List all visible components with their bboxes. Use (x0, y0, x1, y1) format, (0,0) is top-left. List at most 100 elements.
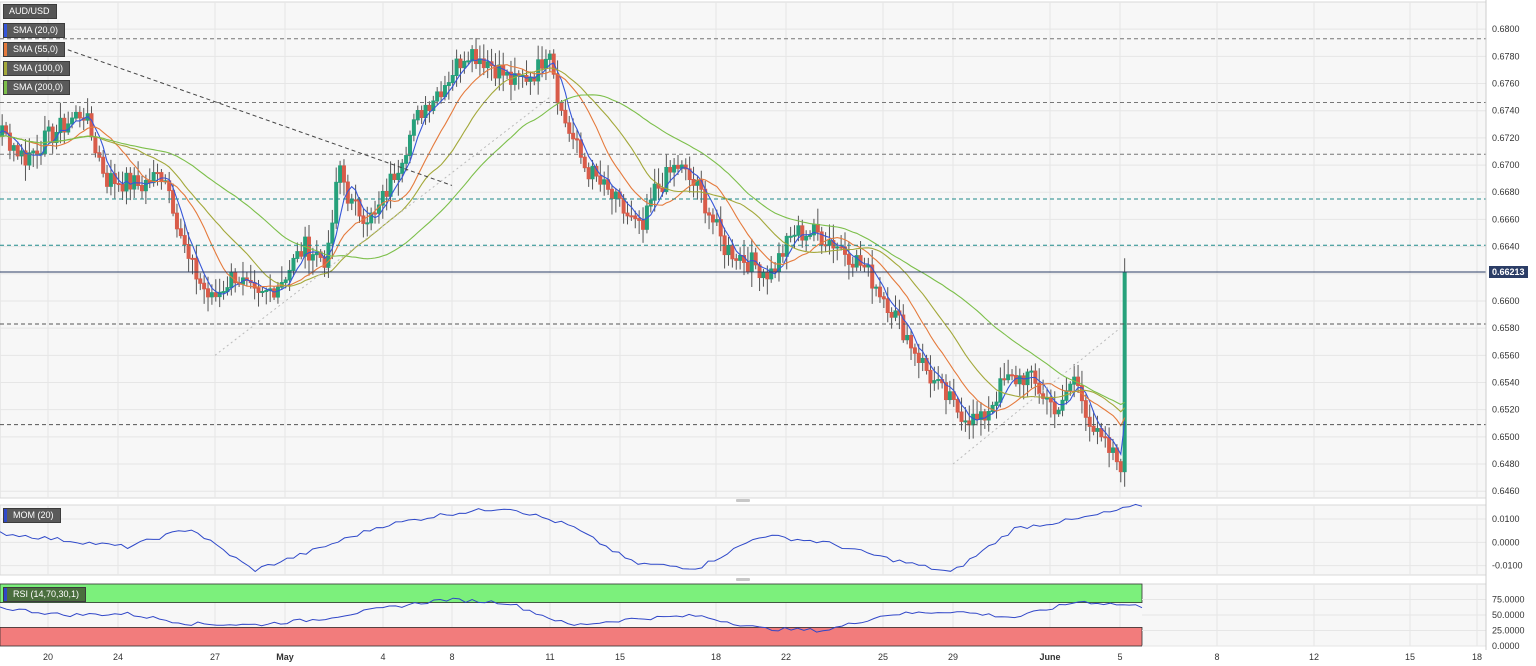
candle (31, 148, 36, 168)
sma200-line (0, 94, 1125, 406)
bullish-candle-body (291, 257, 296, 271)
candle (1017, 368, 1022, 396)
candle (648, 187, 653, 213)
bullish-candle-body (229, 271, 234, 289)
candle (602, 171, 607, 196)
bearish-candle-body (598, 175, 603, 185)
bullish-candle-body (905, 334, 910, 341)
candle (943, 374, 948, 415)
bearish-candle-body (916, 352, 921, 364)
bullish-candle-body (454, 58, 459, 77)
bullish-candle-body (998, 378, 1003, 403)
legend-sma100[interactable]: SMA (100,0) (3, 61, 71, 76)
legend-sma55[interactable]: SMA (55,0) (3, 42, 66, 57)
bullish-candle-body (1017, 375, 1022, 385)
bearish-candle-body (582, 156, 587, 169)
candle (582, 152, 587, 172)
x-tick-label: 22 (781, 652, 791, 662)
candle (1029, 365, 1034, 389)
x-tick-label: 15 (1405, 652, 1415, 662)
candle (909, 329, 914, 360)
panel-resize-handle (736, 499, 750, 502)
candle (186, 232, 191, 272)
candle (73, 105, 78, 122)
bullish-candle-body (672, 164, 677, 173)
bearish-candle-body (458, 58, 463, 69)
bearish-candle-body (641, 219, 646, 230)
bullish-candle-body (1095, 428, 1100, 432)
trend-line (47, 42, 453, 186)
y-tick-label: 0.6520 (1492, 405, 1520, 415)
bearish-candle-body (23, 150, 28, 166)
bearish-candle-body (753, 252, 758, 266)
bearish-candle-body (637, 218, 642, 221)
legend-rsi[interactable]: RSI (14,70,30,1) (3, 587, 87, 602)
bearish-candle-body (373, 212, 378, 215)
candle (590, 159, 595, 190)
bearish-candle-body (609, 188, 614, 200)
bearish-candle-body (707, 212, 712, 216)
bullish-candle-body (978, 411, 983, 421)
bearish-candle-body (567, 122, 572, 134)
y-tick-label: 0.6580 (1492, 323, 1520, 333)
candle (683, 158, 688, 181)
candle (831, 224, 836, 264)
bearish-candle-body (190, 257, 195, 260)
bullish-candle-body (450, 75, 455, 84)
bullish-candle-body (543, 58, 548, 69)
legend-sma200[interactable]: SMA (200,0) (3, 80, 71, 95)
bearish-candle-body (116, 183, 121, 186)
legend-sma20[interactable]: SMA (20,0) (3, 23, 66, 38)
candle (58, 102, 63, 144)
trend-line (214, 96, 551, 356)
bullish-candle-body (854, 255, 859, 268)
candle (532, 72, 537, 86)
symbol-legend[interactable]: AUD/USD (3, 4, 57, 19)
bullish-candle-body (776, 253, 781, 272)
candle (955, 396, 960, 419)
candle (392, 163, 397, 183)
bearish-candle-body (213, 292, 218, 298)
candle (928, 355, 933, 398)
candle (885, 287, 890, 323)
bearish-candle-body (178, 228, 183, 237)
bearish-candle-body (419, 109, 424, 119)
bullish-candle-body (283, 279, 288, 284)
rsi-tick-label: 75.0000 (1492, 595, 1525, 605)
candle (427, 101, 432, 123)
trend-line (952, 327, 1121, 465)
bullish-candle-body (404, 155, 409, 164)
candle (202, 275, 207, 304)
candle (951, 378, 956, 407)
candle (446, 71, 451, 100)
bearish-candle-body (97, 152, 102, 158)
candle (889, 307, 894, 329)
bullish-candle-body (435, 91, 440, 102)
candle (920, 343, 925, 372)
candle (1006, 359, 1011, 384)
candle (870, 250, 875, 304)
bullish-candle-body (143, 179, 148, 192)
sma100-swatch (4, 62, 7, 75)
candle (108, 159, 113, 196)
bullish-candle-body (70, 117, 75, 125)
candle (1087, 404, 1092, 442)
candle (396, 159, 401, 196)
bearish-candle-body (439, 91, 444, 98)
y-tick-label: 0.6660 (1492, 214, 1520, 224)
legend-mom[interactable]: MOM (20) (3, 508, 61, 523)
bearish-candle-body (955, 398, 960, 413)
candle (1056, 407, 1061, 417)
candle (994, 391, 999, 419)
bearish-candle-body (493, 65, 498, 79)
bearish-candle-body (1107, 437, 1112, 453)
rsi-swatch (4, 588, 7, 601)
rsi-tick-label: 0.0000 (1492, 641, 1520, 651)
bearish-candle-body (112, 173, 117, 185)
candle (769, 256, 774, 283)
candle (963, 407, 968, 432)
candle (334, 167, 339, 229)
bullish-candle-body (1056, 409, 1061, 415)
bullish-candle-body (365, 222, 370, 225)
bearish-candle-body (353, 199, 358, 202)
